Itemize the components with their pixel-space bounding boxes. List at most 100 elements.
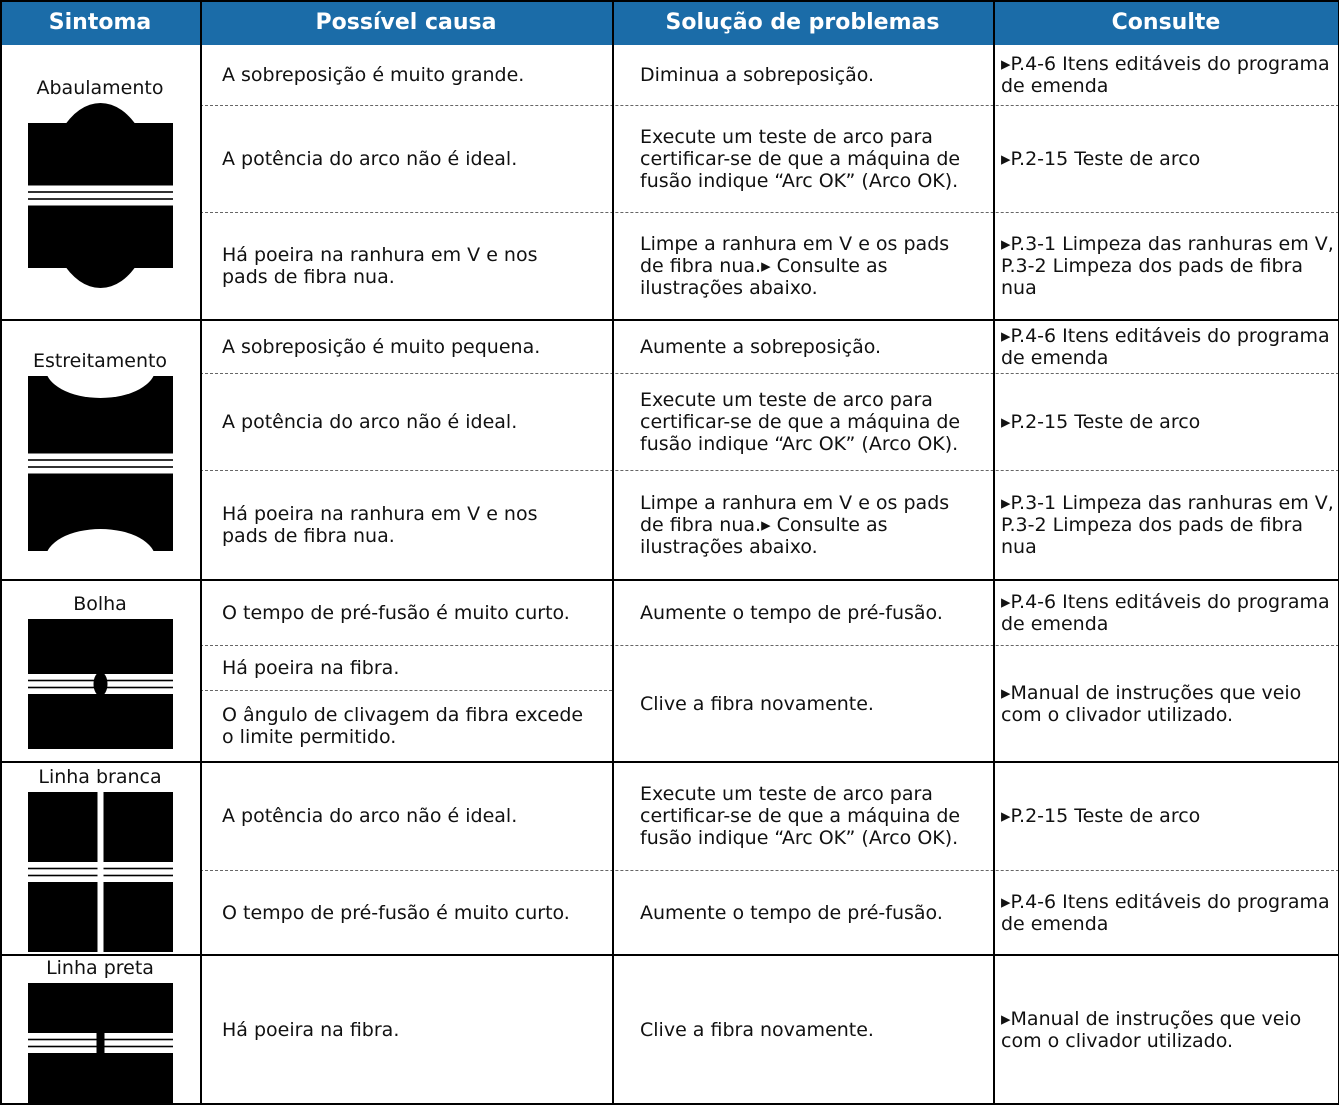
cause-cell: A potência do arco não é ideal. (200, 373, 612, 470)
header-cell-text: Solução de problemas (666, 12, 940, 34)
reference-cell-text: ▸Manual de instruções que veio com o cli… (1001, 1008, 1336, 1052)
header-cell: Possível causa (200, 0, 612, 45)
solution-cell: Execute um teste de arco para certificar… (612, 762, 993, 870)
rule (0, 0, 2, 1104)
cause-cell: A potência do arco não é ideal. (200, 762, 612, 870)
cause-cell: O ângulo de clivagem da fibra excede o l… (200, 690, 612, 762)
symptom-cell-text: Estreitamento (33, 350, 167, 372)
reference-cell-text: ▸P.4-6 Itens editáveis do programa de em… (1001, 325, 1336, 369)
reference-cell: ▸P.2-15 Teste de arco (993, 373, 1339, 470)
cause-cell-text: O tempo de pré-fusão é muito curto. (222, 902, 570, 924)
dashed-rule (200, 470, 1339, 471)
symptom-icon (28, 983, 173, 1103)
symptom-cell-text: Bolha (73, 593, 127, 615)
symptom-cell-text: Abaulamento (37, 77, 164, 99)
symptom-cell: Bolha (0, 580, 200, 762)
reference-cell: ▸P.4-6 Itens editáveis do programa de em… (993, 45, 1339, 105)
solution-cell: Execute um teste de arco para certificar… (612, 373, 993, 470)
solution-cell-text: Aumente o tempo de pré-fusão. (640, 602, 943, 624)
solution-cell: Aumente o tempo de pré-fusão. (612, 580, 993, 645)
cause-cell: Há poeira na ranhura em V e nos pads de … (200, 470, 612, 580)
solution-cell-text: Execute um teste de arco para certificar… (640, 126, 970, 192)
symptom-cell: Abaulamento (0, 45, 200, 320)
solution-cell: Limpe a ranhura em V e os pads de fibra … (612, 470, 993, 580)
solution-cell-text: Execute um teste de arco para certificar… (640, 389, 970, 455)
symptom-cell: Linha branca (0, 762, 200, 955)
cause-cell-text: A potência do arco não é ideal. (222, 411, 517, 433)
cause-cell-text: A potência do arco não é ideal. (222, 805, 517, 827)
cause-cell: A potência do arco não é ideal. (200, 105, 612, 212)
dashed-rule (200, 645, 1339, 646)
solution-cell: Aumente a sobreposição. (612, 320, 993, 373)
cause-cell-text: O ângulo de clivagem da fibra excede o l… (222, 704, 587, 748)
cause-cell-text: Há poeira na fibra. (222, 657, 399, 679)
cause-cell-text: Há poeira na fibra. (222, 1019, 399, 1041)
symptom-cell-text: Linha branca (38, 766, 161, 788)
solution-cell: Clive a fibra novamente. (612, 645, 993, 762)
reference-cell-text: ▸P.3-1 Limpeza das ranhuras em V, P.3-2 … (1001, 492, 1336, 558)
solution-cell-text: Clive a fibra novamente. (640, 1019, 874, 1041)
header-cell-text: Sintoma (49, 12, 151, 34)
solution-cell-text: Aumente o tempo de pré-fusão. (640, 902, 943, 924)
reference-cell: ▸Manual de instruções que veio com o cli… (993, 645, 1339, 762)
solution-cell: Execute um teste de arco para certificar… (612, 105, 993, 212)
solution-cell-text: Clive a fibra novamente. (640, 693, 874, 715)
reference-cell-text: ▸P.4-6 Itens editáveis do programa de em… (1001, 891, 1336, 935)
reference-cell: ▸P.4-6 Itens editáveis do programa de em… (993, 580, 1339, 645)
solution-cell-text: Limpe a ranhura em V e os pads de fibra … (640, 492, 970, 558)
reference-cell: ▸Manual de instruções que veio com o cli… (993, 955, 1339, 1104)
cause-cell-text: A potência do arco não é ideal. (222, 148, 517, 170)
symptom-cell: Estreitamento (0, 320, 200, 580)
reference-cell: ▸P.2-15 Teste de arco (993, 105, 1339, 212)
cause-cell: A sobreposição é muito grande. (200, 45, 612, 105)
dashed-rule (200, 212, 1339, 213)
solution-cell: Limpe a ranhura em V e os pads de fibra … (612, 212, 993, 320)
symptom-cell-text: Linha preta (46, 957, 154, 979)
symptom-icon (28, 103, 173, 288)
reference-cell-text: ▸Manual de instruções que veio com o cli… (1001, 682, 1336, 726)
solution-cell-text: Aumente a sobreposição. (640, 336, 881, 358)
cause-cell-text: Há poeira na ranhura em V e nos pads de … (222, 503, 587, 547)
cause-cell-text: A sobreposição é muito grande. (222, 64, 524, 86)
cause-cell: A sobreposição é muito pequena. (200, 320, 612, 373)
reference-cell-text: ▸P.4-6 Itens editáveis do programa de em… (1001, 591, 1336, 635)
rule (612, 0, 614, 1104)
reference-cell: ▸P.4-6 Itens editáveis do programa de em… (993, 870, 1339, 955)
solution-cell: Aumente o tempo de pré-fusão. (612, 870, 993, 955)
cause-cell-text: O tempo de pré-fusão é muito curto. (222, 602, 570, 624)
dashed-rule (200, 105, 1339, 106)
header-cell-text: Possível causa (316, 12, 497, 34)
cause-cell: Há poeira na fibra. (200, 645, 612, 690)
reference-cell-text: ▸P.3-1 Limpeza das ranhuras em V, P.3-2 … (1001, 233, 1336, 299)
rule (993, 0, 995, 1104)
reference-cell-text: ▸P.2-15 Teste de arco (1001, 805, 1200, 827)
symptom-icon (28, 619, 173, 749)
rule (0, 0, 1339, 2)
reference-cell: ▸P.2-15 Teste de arco (993, 762, 1339, 870)
header-cell: Sintoma (0, 0, 200, 45)
reference-cell-text: ▸P.2-15 Teste de arco (1001, 411, 1200, 433)
cause-cell: O tempo de pré-fusão é muito curto. (200, 580, 612, 645)
solution-cell-text: Execute um teste de arco para certificar… (640, 783, 970, 849)
symptom-cell: Linha preta (0, 955, 200, 1104)
dashed-rule (200, 870, 1339, 871)
symptom-icon (28, 792, 173, 952)
solution-cell-text: Limpe a ranhura em V e os pads de fibra … (640, 233, 970, 299)
dashed-rule (200, 373, 1339, 374)
solution-cell-text: Diminua a sobreposição. (640, 64, 874, 86)
dashed-rule (200, 690, 612, 691)
solution-cell: Diminua a sobreposição. (612, 45, 993, 105)
cause-cell-text: A sobreposição é muito pequena. (222, 336, 540, 358)
cause-cell: O tempo de pré-fusão é muito curto. (200, 870, 612, 955)
cause-cell: Há poeira na fibra. (200, 955, 612, 1104)
reference-cell: ▸P.3-1 Limpeza das ranhuras em V, P.3-2 … (993, 212, 1339, 320)
header-cell: Consulte (993, 0, 1339, 45)
reference-cell-text: ▸P.4-6 Itens editáveis do programa de em… (1001, 53, 1336, 97)
reference-cell: ▸P.4-6 Itens editáveis do programa de em… (993, 320, 1339, 373)
symptom-icon (28, 376, 173, 551)
header-cell: Solução de problemas (612, 0, 993, 45)
cause-cell-text: Há poeira na ranhura em V e nos pads de … (222, 244, 587, 288)
reference-cell-text: ▸P.2-15 Teste de arco (1001, 148, 1200, 170)
solution-cell: Clive a fibra novamente. (612, 955, 993, 1104)
